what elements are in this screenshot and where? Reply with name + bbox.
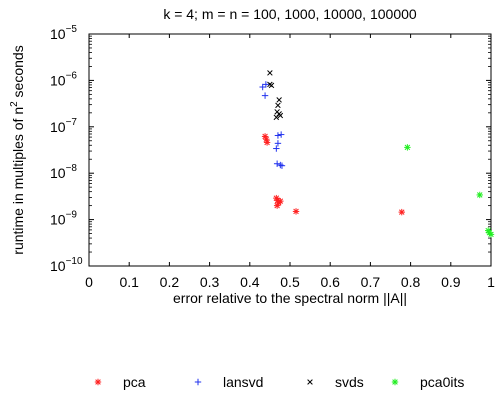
x-tick-label: 1 bbox=[487, 274, 495, 290]
x-tick-label: 0.4 bbox=[240, 274, 260, 290]
data-point-lansvd bbox=[273, 160, 281, 167]
data-point-pca0its bbox=[487, 231, 495, 238]
data-point-pca bbox=[277, 197, 284, 205]
y-tick-exponent: −5 bbox=[66, 24, 78, 35]
y-tick-label: 10−6 bbox=[50, 70, 77, 88]
y-tick-base: 10 bbox=[50, 212, 66, 228]
data-point-pca0its bbox=[476, 191, 483, 199]
x-axis-ticks: 0 0.1 0.2 0.3 0.4 0.5 0.6 0.7 0.8 0.9 1 bbox=[85, 34, 495, 290]
data-point-lansvd bbox=[262, 81, 270, 88]
data-point-pca0its bbox=[484, 227, 492, 234]
legend-label-svds: svds bbox=[335, 374, 364, 390]
legend-marker-lansvd bbox=[194, 378, 202, 386]
y-tick-exponent: −10 bbox=[66, 256, 83, 267]
x-axis-label: error relative to the spectral norm ||A|… bbox=[173, 290, 407, 306]
y-tick-exponent: −8 bbox=[66, 163, 78, 174]
data-point-pca bbox=[292, 208, 300, 215]
y-tick-base: 10 bbox=[50, 165, 66, 181]
legend-marker-pca bbox=[94, 378, 102, 386]
x-tick-label: 0 bbox=[85, 274, 93, 290]
plot-area bbox=[88, 33, 492, 267]
y-tick-base: 10 bbox=[50, 119, 66, 135]
x-tick-label: 0.3 bbox=[200, 274, 220, 290]
x-tick-label: 0.7 bbox=[361, 274, 381, 290]
y-tick-label: 10−7 bbox=[50, 117, 77, 135]
legend: pca lansvd svds pca0its bbox=[94, 374, 464, 390]
x-tick-label: 0.1 bbox=[119, 274, 139, 290]
data-point-pca bbox=[263, 139, 271, 146]
y-tick-base: 10 bbox=[50, 258, 66, 274]
x-tick-label: 0.9 bbox=[441, 274, 461, 290]
data-point-lansvd bbox=[278, 162, 286, 169]
y-axis-label: runtime in multiples of n2 seconds bbox=[9, 45, 26, 254]
data-point-lansvd bbox=[273, 145, 280, 152]
y-axis-label-main: runtime in multiples of n bbox=[10, 107, 26, 255]
legend-marker-svds bbox=[307, 379, 313, 385]
data-point-pca bbox=[273, 202, 281, 209]
y-tick-base: 10 bbox=[50, 26, 66, 42]
x-tick-label: 0.8 bbox=[401, 274, 421, 290]
data-point-lansvd bbox=[277, 131, 285, 138]
x-tick-label: 0.5 bbox=[280, 274, 300, 290]
data-point-svds bbox=[277, 112, 284, 119]
y-tick-base: 10 bbox=[50, 72, 66, 88]
y-tick-label: 10−9 bbox=[50, 210, 77, 228]
data-point-lansvd bbox=[259, 83, 266, 91]
y-tick-exponent: −9 bbox=[66, 210, 78, 221]
x-tick-label: 0.6 bbox=[320, 274, 340, 290]
y-tick-label: 10−5 bbox=[50, 24, 77, 42]
chart-title: k = 4; m = n = 100, 1000, 10000, 100000 bbox=[163, 6, 417, 22]
data-points bbox=[259, 70, 495, 238]
x-tick-label: 0.2 bbox=[160, 274, 180, 290]
y-tick-exponent: −7 bbox=[66, 117, 78, 128]
y-tick-label: 10−10 bbox=[50, 256, 83, 274]
y-tick-label: 10−8 bbox=[50, 163, 77, 181]
y-axis-label-tail: seconds bbox=[10, 45, 26, 101]
legend-marker-pca0its bbox=[391, 378, 399, 386]
data-point-lansvd bbox=[274, 140, 282, 147]
legend-label-pca0its: pca0its bbox=[420, 374, 464, 390]
data-point-lansvd bbox=[274, 132, 282, 139]
y-axis-label-sup: 2 bbox=[9, 101, 20, 107]
data-point-lansvd bbox=[277, 161, 284, 169]
data-point-svds bbox=[276, 97, 282, 103]
data-point-svds bbox=[275, 102, 281, 109]
data-point-svds bbox=[268, 82, 275, 89]
data-point-svds bbox=[273, 114, 280, 121]
y-tick-exponent: −6 bbox=[66, 70, 78, 81]
legend-label-pca: pca bbox=[123, 374, 146, 390]
data-point-pca bbox=[398, 208, 405, 216]
data-point-pca0its bbox=[404, 144, 411, 151]
data-point-lansvd bbox=[261, 92, 269, 99]
data-point-svds bbox=[267, 70, 273, 76]
legend-label-lansvd: lansvd bbox=[223, 374, 263, 390]
